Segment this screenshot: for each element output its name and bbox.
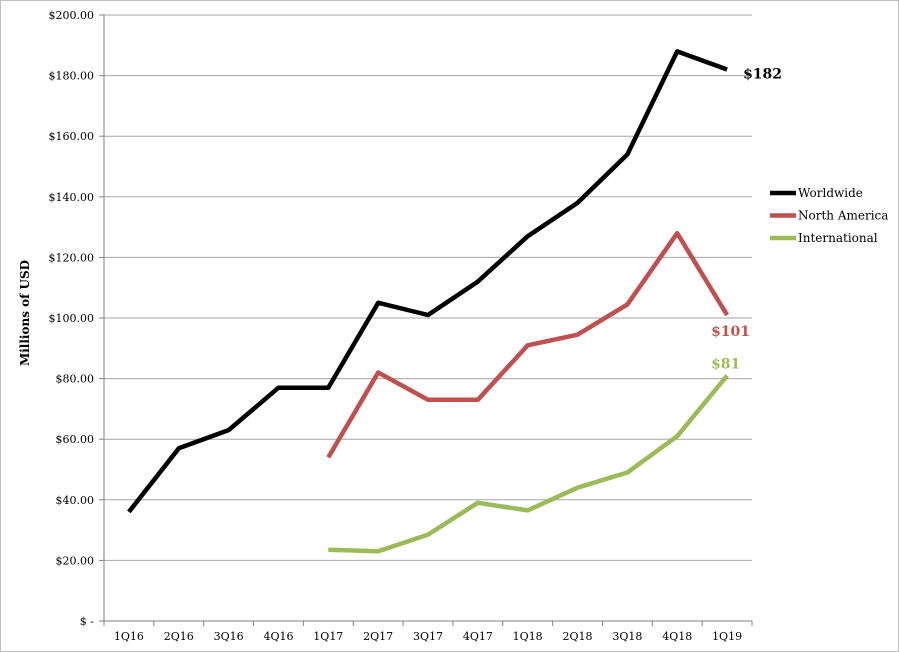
x-tick-label: 4Q16 xyxy=(263,630,293,643)
y-axis-label: Millions of USD xyxy=(18,260,32,366)
y-tick-label: $180.00 xyxy=(49,70,95,83)
x-tick-label: 1Q17 xyxy=(313,630,343,643)
y-tick-label: $60.00 xyxy=(56,433,95,446)
legend-entry: Worldwide xyxy=(798,186,863,200)
x-tick-label: 4Q17 xyxy=(463,630,493,643)
series-line-worldwide xyxy=(127,49,728,514)
y-tick-label: $40.00 xyxy=(56,494,95,507)
series-line-international xyxy=(328,374,729,554)
x-tick-label: 3Q16 xyxy=(214,630,244,643)
end-label-worldwide: $182 xyxy=(743,67,782,83)
x-tick-label: 2Q16 xyxy=(164,630,194,643)
x-tick-label: 3Q17 xyxy=(413,630,443,643)
x-tick-label: 1Q16 xyxy=(114,630,144,643)
y-tick-label: $ - xyxy=(80,615,94,628)
y-tick-label: $160.00 xyxy=(49,130,95,143)
y-tick-label: $200.00 xyxy=(49,9,95,22)
series-line-north-america xyxy=(326,230,730,459)
x-tick-label: 2Q17 xyxy=(363,630,393,643)
legend-entry: International xyxy=(798,231,878,245)
end-label-international: $81 xyxy=(711,357,740,373)
x-tick-label: 1Q19 xyxy=(712,630,742,643)
series-lines xyxy=(127,49,730,554)
x-tick-label: 1Q18 xyxy=(513,630,543,643)
x-tick-label: 2Q18 xyxy=(563,630,593,643)
y-tick-labels: $ - $20.00 $40.00 $60.00 $80.00 $100.00 $120.0… xyxy=(49,9,95,628)
y-tick-label: $100.00 xyxy=(49,312,95,325)
y-tick-label: $120.00 xyxy=(49,251,95,264)
x-tick-label: 3Q18 xyxy=(612,630,642,643)
y-tick-label: $80.00 xyxy=(56,373,95,386)
end-labels: $182 $101 $81 xyxy=(711,67,782,373)
axes xyxy=(99,14,753,626)
x-tick-label: 4Q18 xyxy=(662,630,692,643)
end-label-north-america: $101 xyxy=(711,324,750,340)
gridlines xyxy=(104,14,752,561)
x-tick-labels: 1Q16 2Q16 3Q16 4Q16 1Q17 2Q17 3Q17 4Q17 1Q18 2Q18… xyxy=(114,630,742,643)
legend-entry: North America xyxy=(798,209,888,223)
y-tick-label: $140.00 xyxy=(49,191,95,204)
y-tick-label: $20.00 xyxy=(56,554,95,567)
legend: Worldwide North America International xyxy=(770,186,888,245)
